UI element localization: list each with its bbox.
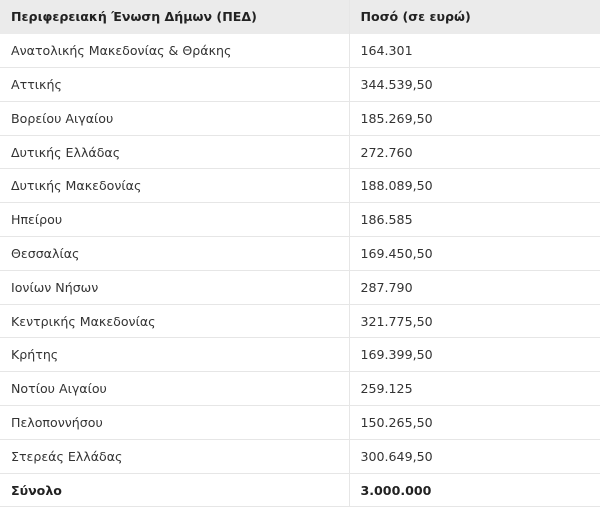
- amount-cell: 300.649,50: [349, 439, 600, 474]
- amount-cell: 188.089,50: [349, 168, 600, 204]
- region-cell: Δυτικής Μακεδονίας: [0, 168, 350, 204]
- header-amount: Ποσό (σε ευρώ): [349, 0, 600, 34]
- table-header-row: Περιφερειακή Ένωση Δήμων (ΠΕΔ) Ποσό (σε …: [0, 0, 600, 34]
- region-cell: Σύνολο: [0, 473, 350, 507]
- table-row: Δυτικής Μακεδονίας 188.089,50: [0, 168, 600, 204]
- table-row: Δυτικής Ελλάδας 272.760: [0, 135, 600, 170]
- amount-cell: 272.760: [349, 135, 600, 170]
- amount-cell: 164.301: [349, 33, 600, 69]
- table-row: Βορείου Αιγαίου 185.269,50: [0, 101, 600, 136]
- region-cell: Στερεάς Ελλάδας: [0, 439, 350, 474]
- region-cell: Κρήτης: [0, 337, 350, 373]
- region-cell: Ιονίων Νήσων: [0, 270, 350, 305]
- amount-cell: 150.265,50: [349, 405, 600, 440]
- region-cell: Αττικής: [0, 67, 350, 102]
- table-row: Θεσσαλίας 169.450,50: [0, 236, 600, 271]
- table-row: Κρήτης 169.399,50: [0, 337, 600, 373]
- table-row: Νοτίου Αιγαίου 259.125: [0, 371, 600, 407]
- region-cell: Κεντρικής Μακεδονίας: [0, 304, 350, 339]
- amount-cell: 169.399,50: [349, 337, 600, 373]
- region-cell: Ανατολικής Μακεδονίας & Θράκης: [0, 33, 350, 69]
- region-cell: Θεσσαλίας: [0, 236, 350, 271]
- table-row: Στερεάς Ελλάδας 300.649,50: [0, 439, 600, 474]
- amount-cell: 169.450,50: [349, 236, 600, 271]
- region-cell: Ηπείρου: [0, 202, 350, 238]
- region-cell: Πελοποννήσου: [0, 405, 350, 440]
- table-total-row: Σύνολο 3.000.000: [0, 473, 600, 507]
- region-cell: Βορείου Αιγαίου: [0, 101, 350, 136]
- region-cell: Δυτικής Ελλάδας: [0, 135, 350, 170]
- table-row: Ανατολικής Μακεδονίας & Θράκης 164.301: [0, 33, 600, 69]
- amount-cell: 3.000.000: [349, 473, 600, 507]
- amount-cell: 185.269,50: [349, 101, 600, 136]
- table-body: Ανατολικής Μακεδονίας & Θράκης 164.301 Αττ…: [0, 33, 600, 507]
- header-region: Περιφερειακή Ένωση Δήμων (ΠΕΔ): [0, 0, 350, 34]
- table-row: Πελοποννήσου 150.265,50: [0, 405, 600, 440]
- amount-cell: 287.790: [349, 270, 600, 305]
- region-cell: Νοτίου Αιγαίου: [0, 371, 350, 407]
- table-row: Ιονίων Νήσων 287.790: [0, 270, 600, 305]
- table-row: Ηπείρου 186.585: [0, 202, 600, 238]
- amount-cell: 344.539,50: [349, 67, 600, 102]
- amount-cell: 186.585: [349, 202, 600, 238]
- table-row: Κεντρικής Μακεδονίας 321.775,50: [0, 304, 600, 339]
- amount-cell: 321.775,50: [349, 304, 600, 339]
- amount-cell: 259.125: [349, 371, 600, 407]
- table-row: Αττικής 344.539,50: [0, 67, 600, 102]
